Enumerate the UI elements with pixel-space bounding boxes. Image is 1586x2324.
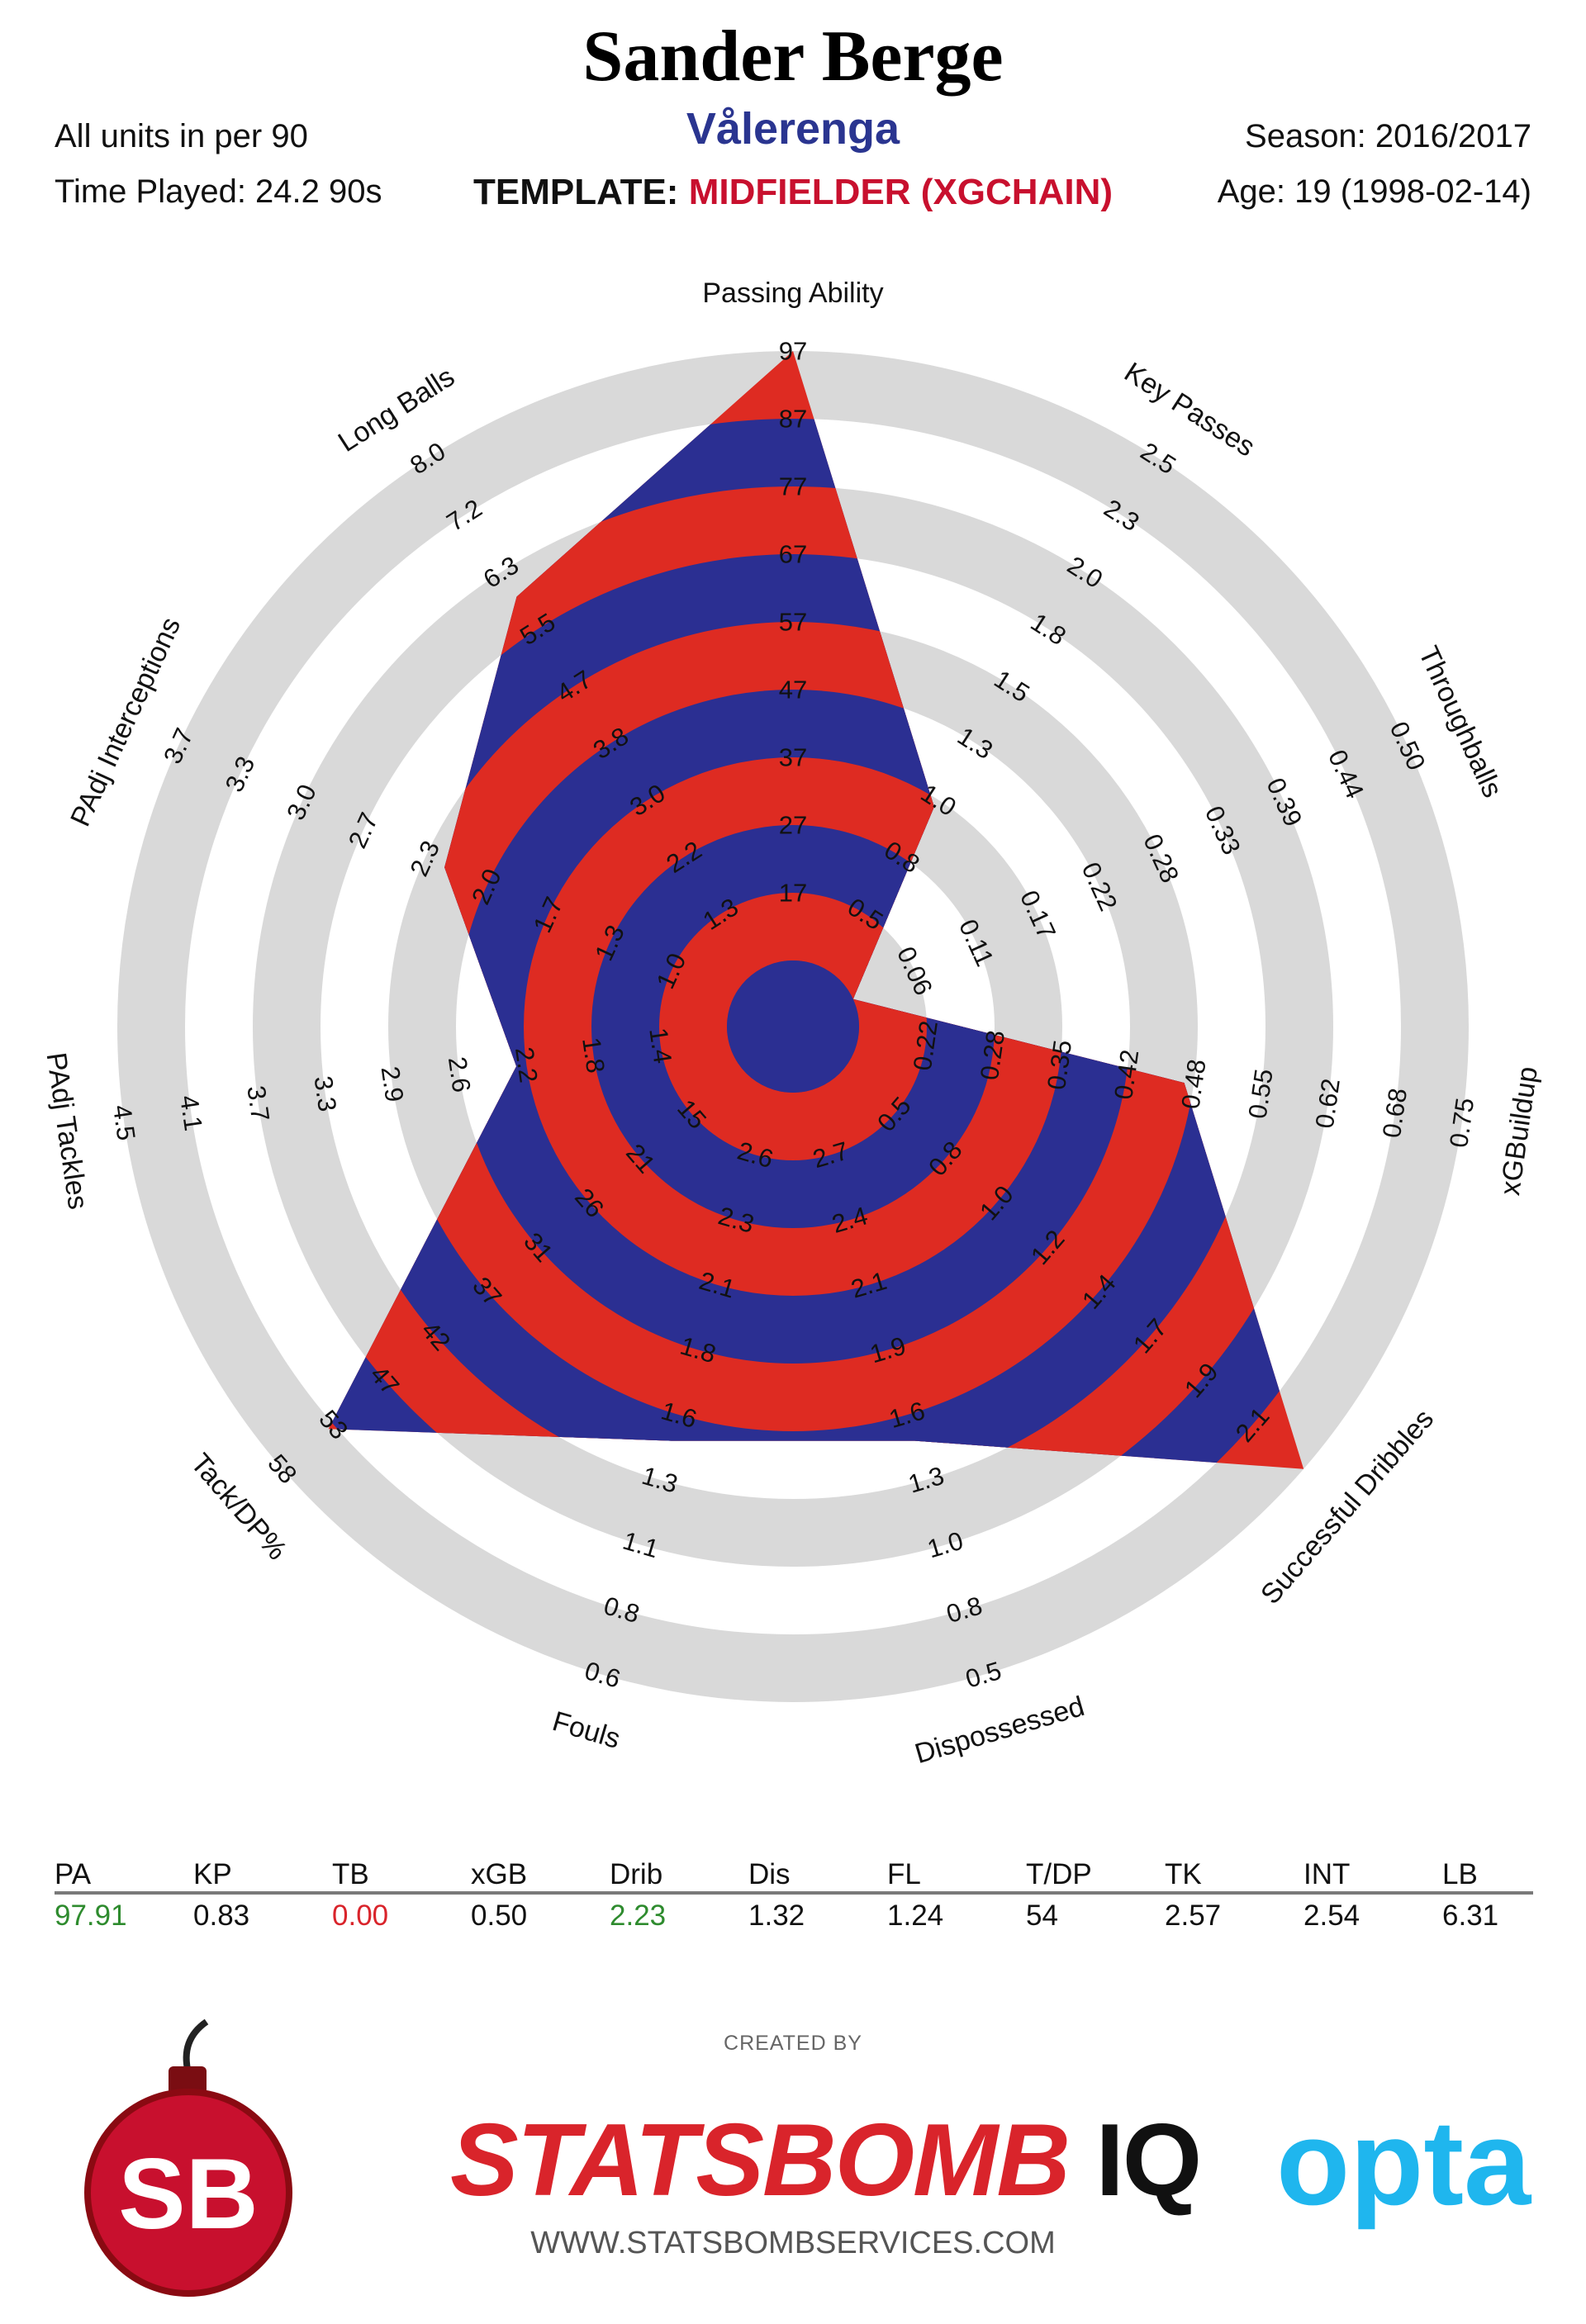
brand-url: WWW.STATSBOMBSERVICES.COM	[530, 2226, 1056, 2260]
stat-column: TB 0.00	[332, 1858, 388, 1932]
axis-tick-label: 1.4	[643, 1026, 677, 1065]
stat-column: INT 2.54	[1303, 1858, 1360, 1932]
axis-tick-label: 3.7	[241, 1084, 275, 1123]
bomb-outline	[84, 2089, 292, 2297]
axis-tick-label: 67	[779, 540, 807, 569]
axis-tick-label: 4.1	[174, 1093, 208, 1133]
bomb-cap-icon	[169, 2066, 207, 2094]
stat-column: Drib 2.23	[610, 1858, 666, 1932]
axis-tick-label: 27	[779, 811, 807, 840]
axis-tick-label: 0.28	[975, 1028, 1010, 1082]
stat-header: TK	[1165, 1858, 1202, 1890]
axis-tick-label: 2.9	[376, 1065, 410, 1104]
stat-header: PA	[55, 1858, 92, 1890]
stat-value: 0.83	[193, 1900, 250, 1932]
axis-name-label: PAdj Tackles	[40, 1051, 94, 1212]
axis-tick-label: 77	[779, 472, 807, 501]
stat-value: 97.91	[55, 1900, 127, 1932]
stat-header: TB	[332, 1858, 369, 1890]
stat-header: Dis	[748, 1858, 791, 1890]
stat-value: 1.24	[887, 1900, 944, 1932]
radar-center	[727, 960, 859, 1093]
brand-suffix: IQ	[1095, 2103, 1202, 2217]
axis-tick-label: 0.68	[1377, 1086, 1413, 1140]
stat-value: 54	[1026, 1900, 1058, 1932]
sb-logo-text: SB	[118, 2137, 258, 2250]
stat-value: 1.32	[748, 1900, 805, 1932]
stats-divider	[55, 1891, 1533, 1895]
stat-value: 2.57	[1165, 1900, 1222, 1932]
axis-tick-label: 37	[779, 743, 807, 772]
axis-tick-label: 47	[779, 676, 807, 704]
axis-tick-label: 2.2	[510, 1046, 544, 1085]
axis-tick-label: 0.75	[1444, 1096, 1479, 1150]
stat-column: PA 97.91	[55, 1858, 127, 1932]
bomb-body-icon	[88, 2092, 289, 2293]
axis-name-label: Fouls	[549, 1705, 624, 1755]
stat-header: xGB	[471, 1858, 528, 1890]
template-value: MIDFIELDER (XGCHAIN)	[688, 172, 1114, 212]
stat-column: TK 2.57	[1165, 1858, 1221, 1932]
stat-value: 0.50	[471, 1900, 528, 1932]
time-played: Time Played: 24.2 90s	[55, 173, 382, 210]
stat-header: KP	[193, 1858, 232, 1890]
stat-header: FL	[887, 1858, 921, 1890]
axis-tick-label: 0.42	[1109, 1048, 1144, 1102]
stat-value: 6.31	[1442, 1900, 1499, 1932]
created-by-label: CREATED BY	[724, 2032, 862, 2055]
stat-header: Drib	[610, 1858, 663, 1890]
axis-tick-label: 0.48	[1175, 1057, 1211, 1111]
axis-tick-label: 0.55	[1243, 1067, 1279, 1121]
template-label: TEMPLATE:	[472, 172, 679, 212]
stat-value: 0.00	[332, 1900, 389, 1932]
stat-column: KP 0.83	[193, 1858, 249, 1932]
axis-name-label: Long Balls	[333, 361, 460, 458]
axis-tick-label: 97	[779, 337, 807, 366]
stat-header: LB	[1442, 1858, 1478, 1890]
statsbomb-iq-logo: STATSBOMB IQ	[450, 2102, 1202, 2219]
axis-name-label: Passing Ability	[702, 277, 883, 309]
axis-tick-label: 0.22	[908, 1019, 943, 1073]
opta-logo: opta	[1276, 2095, 1531, 2230]
team-name: Vålerenga	[686, 104, 900, 154]
stat-column: LB 6.31	[1442, 1858, 1498, 1932]
template-line: TEMPLATE: MIDFIELDER (XGCHAIN)	[0, 172, 1586, 213]
stat-header: T/DP	[1026, 1858, 1092, 1890]
stat-column: xGB 0.50	[471, 1858, 528, 1932]
sb-bomb-logo: SB	[84, 2018, 292, 2297]
axis-tick-label: 2.6	[443, 1055, 477, 1094]
axis-tick-label: 1.8	[577, 1036, 610, 1075]
stat-column: FL 1.24	[887, 1858, 943, 1932]
stat-column: T/DP 54	[1026, 1858, 1092, 1932]
axis-tick-label: 0.35	[1042, 1038, 1077, 1092]
axis-tick-label: 4.5	[107, 1103, 141, 1143]
stat-header: INT	[1303, 1858, 1351, 1890]
axis-name-label: Dispossessed	[911, 1691, 1088, 1770]
axis-tick-label: 87	[779, 405, 807, 434]
axis-tick-label: 0.62	[1310, 1077, 1346, 1131]
season: Season: 2016/2017	[1245, 118, 1531, 154]
axis-name-label: Throughballs	[1413, 642, 1508, 803]
player-age: Age: 19 (1998-02-14)	[1217, 173, 1531, 210]
axis-name-label: xGBuildup	[1494, 1065, 1544, 1198]
stat-value: 2.23	[610, 1900, 667, 1932]
axis-tick-label: 3.3	[308, 1074, 342, 1114]
brand-main: STATSBOMB	[450, 2103, 1071, 2217]
axis-tick-label: 17	[779, 879, 807, 908]
player-name: Sander Berge	[582, 17, 1004, 97]
bomb-fuse-icon	[183, 2018, 209, 2074]
units-note: All units in per 90	[55, 118, 308, 154]
stat-value: 2.54	[1303, 1900, 1360, 1932]
axis-tick-label: 57	[779, 608, 807, 637]
stat-column: Dis 1.32	[748, 1858, 805, 1932]
